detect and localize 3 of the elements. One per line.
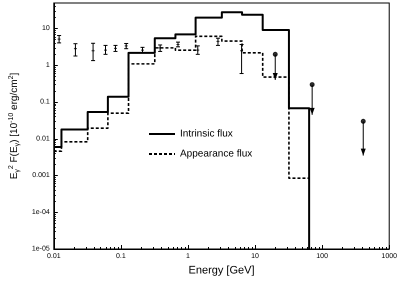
legend-label: Appearance flux [180,148,252,160]
legend-label: Intrinsic flux [180,128,233,140]
x-axis-title: Energy [GeV] [188,264,255,276]
